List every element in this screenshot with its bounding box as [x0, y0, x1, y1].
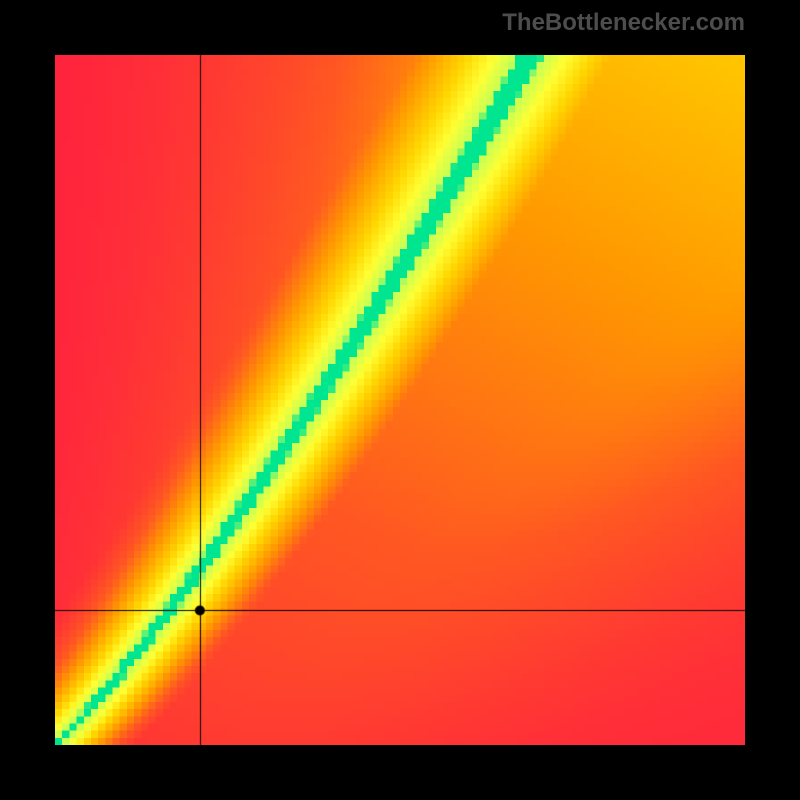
- figure-root: TheBottlenecker.com: [0, 0, 800, 800]
- watermark-text: TheBottlenecker.com: [502, 9, 745, 37]
- overlay-canvas: [0, 0, 800, 800]
